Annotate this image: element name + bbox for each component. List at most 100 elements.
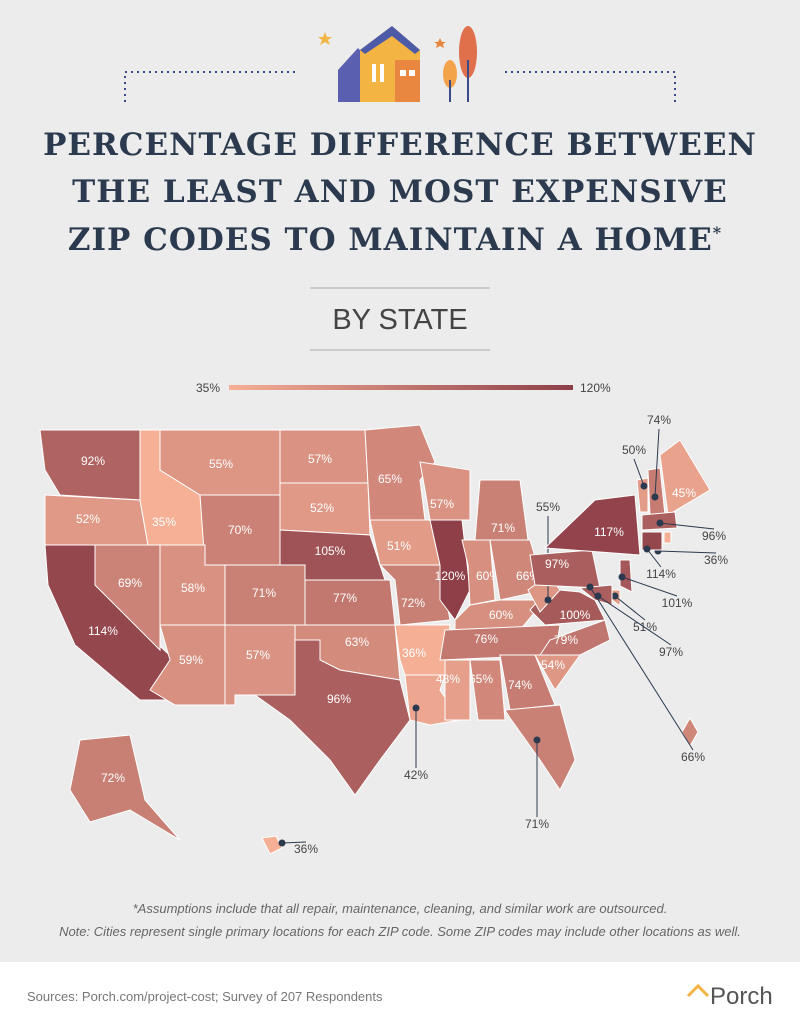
state-label: 71%: [491, 521, 515, 535]
state: [504, 704, 576, 791]
callout-dot: [651, 493, 659, 501]
state-label: 97%: [545, 557, 569, 571]
state-label: 70%: [228, 523, 252, 537]
state-label: 77%: [333, 591, 357, 605]
state: [539, 619, 611, 656]
title-line: THE LEAST AND MOST EXPENSIVE: [72, 174, 728, 210]
state: [94, 544, 161, 652]
state-label: 101%: [662, 596, 693, 610]
state-label: 57%: [430, 497, 454, 511]
callout-line: [621, 576, 678, 597]
state: [469, 659, 506, 721]
state-label: 54%: [541, 658, 565, 672]
state: [543, 494, 641, 556]
state-label: 45%: [672, 486, 696, 500]
callout-line: [657, 550, 717, 554]
state-label: 65%: [469, 672, 493, 686]
state-label: 55%: [209, 457, 233, 471]
state: [663, 531, 672, 544]
state-label: 60%: [489, 608, 513, 622]
state: [659, 439, 711, 516]
state-label: 74%: [647, 413, 671, 427]
state-label: 52%: [76, 512, 100, 526]
state-label: 96%: [702, 529, 726, 543]
state: [378, 564, 451, 626]
state-label: 57%: [308, 452, 332, 466]
callout-line: [281, 841, 307, 844]
state: [261, 835, 283, 855]
state-label: 55%: [536, 500, 560, 514]
state-label: 72%: [401, 596, 425, 610]
state-label: 52%: [310, 501, 334, 515]
state-label: 35%: [152, 515, 176, 529]
state-label: 76%: [474, 632, 498, 646]
state-label: 59%: [179, 653, 203, 667]
callout-dot: [618, 573, 626, 581]
state-label: 114%: [88, 624, 118, 638]
callout-line: [597, 595, 672, 646]
state-label: 72%: [101, 771, 125, 785]
legend-max: 120%: [580, 381, 611, 395]
callout-dot: [656, 519, 664, 527]
callout-dot: [533, 736, 541, 744]
callout-dot: [278, 839, 286, 847]
state-label: 66%: [681, 750, 705, 764]
state-label: 114%: [646, 567, 676, 581]
sources: Sources: Porch.com/project-cost; Survey …: [27, 989, 383, 1004]
map: 92% 52% 114% 69% 35% 55% 70% 58% 59% 71% 57% 57% 52%…: [39, 413, 728, 856]
state: [69, 734, 181, 841]
brand: Porch: [710, 983, 773, 1010]
state-label: 42%: [404, 768, 428, 782]
state-label: 36%: [402, 646, 426, 660]
callout-dot: [643, 545, 651, 553]
callout-line: [633, 458, 645, 487]
callout-line: [659, 522, 715, 530]
callout-line: [646, 548, 662, 568]
subtitle: BY STATE: [332, 304, 467, 336]
callout-line: [614, 595, 646, 621]
state-label: 48%: [436, 672, 460, 686]
state-label: 57%: [246, 648, 270, 662]
state-label: 74%: [508, 678, 532, 692]
callout-dot: [640, 482, 648, 490]
state-label: 71%: [252, 586, 276, 600]
state: [253, 639, 411, 796]
state-label: 71%: [525, 817, 549, 831]
state-label: 117%: [594, 525, 624, 539]
state-label: 36%: [704, 553, 728, 567]
callout-dot: [611, 592, 619, 600]
title-line: ZIP CODES TO MAINTAIN A HOME*: [68, 222, 722, 258]
legend-bar: [229, 385, 573, 390]
state-label: 69%: [118, 576, 142, 590]
callout-dot: [412, 704, 420, 712]
state-label: 97%: [659, 645, 683, 659]
state-label: 79%: [554, 633, 578, 647]
legend-min: 35%: [196, 381, 220, 395]
state-label: 51%: [387, 539, 411, 553]
header-icon: [124, 26, 676, 102]
state-label: 100%: [560, 608, 591, 622]
title-text: ZIP CODES TO MAINTAIN A HOME: [68, 222, 713, 258]
state: [444, 659, 471, 721]
callout-dot: [544, 596, 552, 604]
state-label: 36%: [294, 842, 318, 856]
state-label: 96%: [327, 692, 351, 706]
state-label: 63%: [345, 635, 369, 649]
title-line: PERCENTAGE DIFFERENCE BETWEEN: [43, 127, 757, 163]
state-label: 60%: [476, 569, 500, 583]
callout-line: [654, 428, 660, 498]
state-label: 120%: [435, 569, 466, 583]
state-label: 105%: [315, 544, 346, 558]
note: *Assumptions include that all repair, ma…: [133, 901, 668, 916]
callout-dot: [586, 583, 594, 591]
state-label: 92%: [81, 454, 105, 468]
state: [224, 624, 296, 706]
state-label: 65%: [378, 472, 402, 486]
state-label: 50%: [622, 443, 646, 457]
callout-line: [589, 586, 694, 751]
brand-logo: [686, 983, 710, 998]
title-mark: *: [713, 223, 722, 242]
state-label: 58%: [181, 581, 205, 595]
note: Note: Cities represent single primary lo…: [59, 924, 741, 939]
